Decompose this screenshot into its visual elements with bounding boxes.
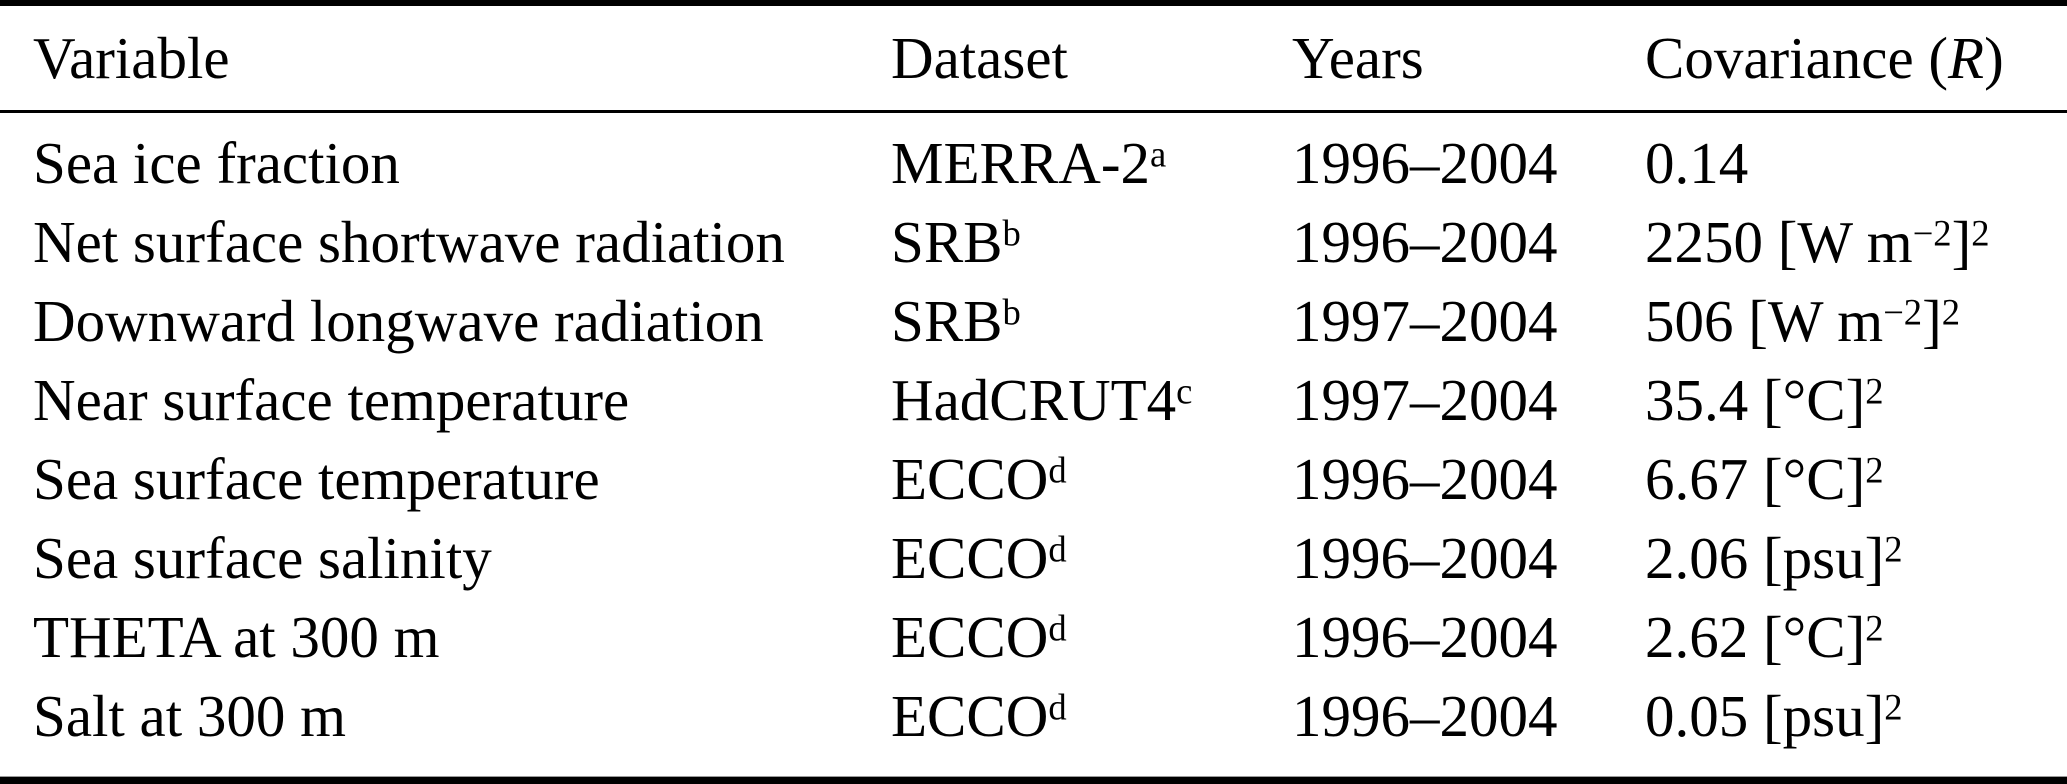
cell-variable: Net surface shortwave radiation [33,209,785,275]
table-body: Sea ice fraction MERRA-2a 1996–2004 0.14… [0,113,2067,776]
covariance-header-suffix: ) [1984,24,2004,91]
cell-years: 1996–2004 [1292,130,1558,196]
cell-years: 1996–2004 [1292,525,1558,591]
cell-dataset: ECCOd [891,604,1067,670]
table-row: Sea ice fraction MERRA-2a 1996–2004 0.14 [0,124,2067,203]
cell-years: 1996–2004 [1292,604,1558,670]
cell-variable: Sea surface temperature [33,446,600,512]
cell-years: 1996–2004 [1292,446,1558,512]
table-row: Sea surface salinity ECCOd 1996–2004 2.0… [0,519,2067,598]
cell-covariance: 2.62 [°C]2 [1645,604,1884,670]
table-header-row: Variable Dataset Years Covariance (R) [0,6,2067,110]
cell-dataset: ECCOd [891,446,1067,512]
column-header-years: Years [1292,24,1424,91]
cell-covariance: 0.05 [psu]2 [1645,683,1903,749]
cell-covariance: 6.67 [°C]2 [1645,446,1884,512]
cell-dataset: ECCOd [891,525,1067,591]
covariance-header-symbol: R [1948,24,1985,91]
table-bottom-rule [0,776,2067,784]
table-row: Near surface temperature HadCRUT4c 1997–… [0,361,2067,440]
cell-years: 1996–2004 [1292,683,1558,749]
cell-dataset: SRBb [891,288,1021,354]
column-header-covariance: Covariance (R) [1645,28,2067,88]
cell-covariance: 2.06 [psu]2 [1645,525,1903,591]
cell-variable: Downward longwave radiation [33,288,764,354]
cell-variable: Salt at 300 m [33,683,347,749]
table-row: Sea surface temperature ECCOd 1996–2004 … [0,440,2067,519]
cell-dataset: MERRA-2a [891,130,1167,196]
cell-covariance: 2250 [W m−2]2 [1645,209,1990,275]
column-header-variable: Variable [33,24,230,91]
cell-variable: Near surface temperature [33,367,630,433]
column-header-dataset: Dataset [891,24,1068,91]
cell-years: 1996–2004 [1292,209,1558,275]
cell-variable: Sea ice fraction [33,130,400,196]
cell-variable: THETA at 300 m [33,604,440,670]
header-separator-rule [0,110,2067,113]
table-row: Net surface shortwave radiation SRBb 199… [0,203,2067,282]
table-row: THETA at 300 m ECCOd 1996–2004 2.62 [°C]… [0,598,2067,677]
cell-variable: Sea surface salinity [33,525,492,591]
cell-dataset: HadCRUT4c [891,367,1193,433]
cell-dataset: ECCOd [891,683,1067,749]
table-row: Salt at 300 m ECCOd 1996–2004 0.05 [psu]… [0,677,2067,756]
table-top-rule [0,0,2067,6]
cell-years: 1997–2004 [1292,367,1558,433]
covariance-header-prefix: Covariance ( [1645,24,1949,91]
cell-covariance: 35.4 [°C]2 [1645,367,1884,433]
cell-years: 1997–2004 [1292,288,1558,354]
table-row: Downward longwave radiation SRBb 1997–20… [0,282,2067,361]
cell-covariance: 0.14 [1645,130,1749,196]
cell-dataset: SRBb [891,209,1021,275]
cell-covariance: 506 [W m−2]2 [1645,288,1961,354]
